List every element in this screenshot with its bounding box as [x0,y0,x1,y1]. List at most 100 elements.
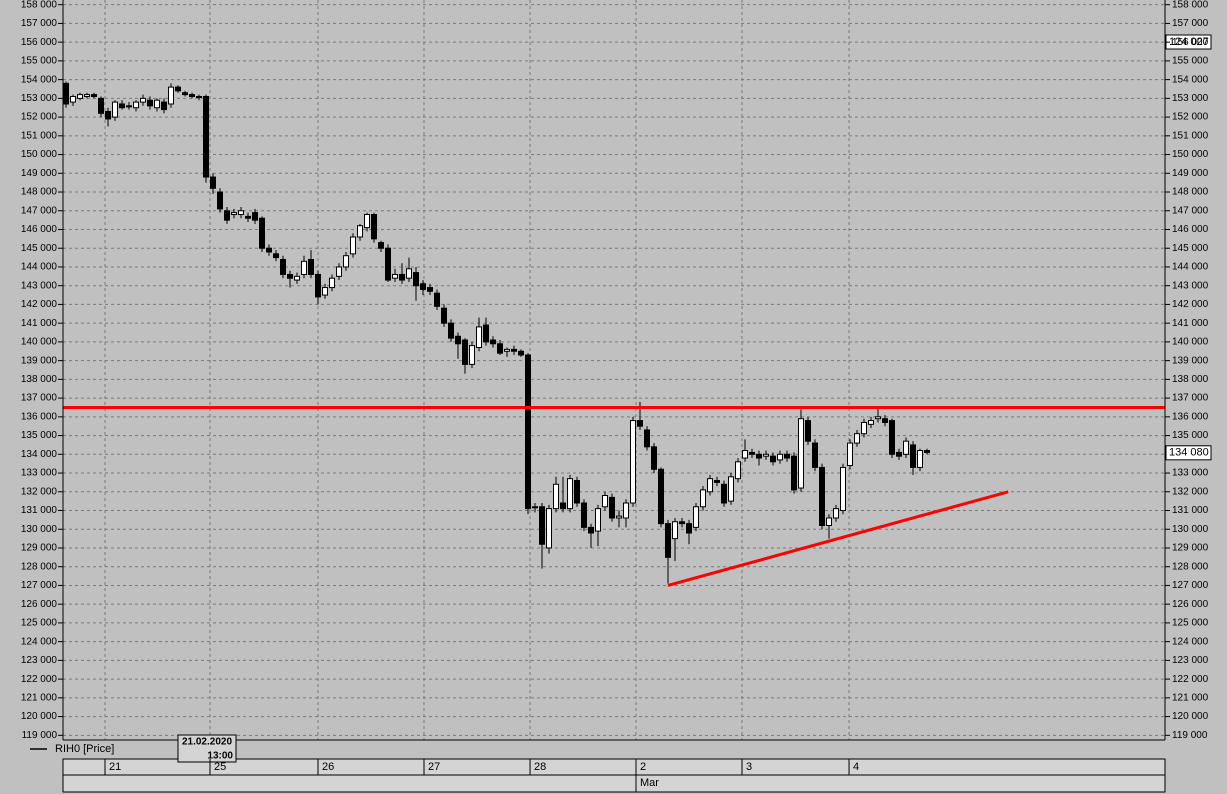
y-tick-label: 137 000 [21,393,58,404]
candle-body [840,466,847,512]
y-tick-label: 157 000 [21,18,58,29]
candle-body [336,266,343,277]
y-tick-label: 148 000 [21,187,58,198]
candle-body [441,307,448,324]
y-tick-label: 136 000 [21,411,58,422]
y-tick-label: 129 000 [21,543,58,554]
candle-body [462,339,469,365]
candle-body [217,191,224,210]
y2-tick-label: 128 000 [1172,561,1209,572]
candle-body [693,506,700,528]
candle-body [455,335,462,345]
candle-body [469,345,476,365]
candle-body [434,292,441,307]
y2-tick-label: 123 000 [1172,655,1209,666]
candle-body [343,255,350,268]
y-tick-label: 126 000 [21,599,58,610]
y-tick-label: 128 000 [21,561,58,572]
candle-body [553,483,560,510]
candle-body [182,92,189,96]
candle-body [518,350,525,356]
candle-body [420,283,427,290]
cursor-date: 21.02.2020 [182,737,232,748]
candle-body [350,236,357,255]
candle-body [147,99,154,107]
y2-tick-label: 148 000 [1172,187,1209,198]
candle-body [560,502,567,510]
candle-body [588,526,595,534]
x-tick-label: 3 [746,761,752,773]
y2-tick-label: 149 000 [1172,168,1209,179]
y2-tick-label: 132 000 [1172,486,1209,497]
y2-tick-label: 131 000 [1172,505,1209,516]
candle-body [644,429,651,448]
candle-body [602,495,609,508]
y-tick-label: 122 000 [21,674,58,685]
candle-body [294,275,301,281]
y2-tick-label: 127 000 [1172,580,1209,591]
candle-body [532,506,539,509]
month-label: Mar [640,777,659,789]
candle-body [714,480,721,483]
y2-tick-label: 139 000 [1172,355,1209,366]
candle-body [700,489,707,508]
axes: RIH0 [Price] 21.02.2020 13:00 124 027 15… [21,0,1212,793]
candle-body [749,451,756,455]
y-tick-label: 120 000 [21,711,58,722]
y-tick-label: 133 000 [21,468,58,479]
y-tick-label: 146 000 [21,224,58,235]
candle-body [770,455,777,463]
y-tick-label: 139 000 [21,355,58,366]
candle-body [252,212,259,221]
y-tick-label: 154 000 [21,74,58,85]
candle-body [189,94,196,97]
candle-body [231,212,238,216]
y2-tick-label: 156 000 [1172,37,1209,48]
y2-tick-label: 152 000 [1172,112,1209,123]
y-tick-label: 125 000 [21,618,58,629]
candle-body [672,521,679,540]
candle-body [616,515,623,519]
y2-tick-label: 143 000 [1172,280,1209,291]
candle-body [875,416,882,420]
candle-body [763,453,770,457]
candle-body [287,273,294,279]
y2-tick-label: 133 000 [1172,468,1209,479]
y-tick-label: 153 000 [21,93,58,104]
y-tick-label: 141 000 [21,318,58,329]
y-tick-label: 121 000 [21,692,58,703]
candle-body [154,99,161,109]
y2-tick-label: 153 000 [1172,93,1209,104]
x-tick-label: 28 [534,761,546,773]
last-price-box [1165,445,1212,461]
cursor-box [177,734,237,763]
y2-tick-label: 120 000 [1172,711,1209,722]
y-tick-label: 131 000 [21,505,58,516]
y2-tick-label: 129 000 [1172,543,1209,554]
candle-body [567,478,574,510]
y2-tick-label: 122 000 [1172,674,1209,685]
y2-tick-label: 140 000 [1172,337,1209,348]
x-tick-label: 21 [109,761,121,773]
candle-body [385,247,392,281]
y2-tick-label: 150 000 [1172,149,1209,160]
candle-body [168,86,175,105]
y2-tick-label: 130 000 [1172,524,1209,535]
candle-body [623,502,630,519]
candle-body [686,523,693,534]
candle-body [378,242,385,249]
y-tick-label: 124 000 [21,636,58,647]
candle-body [308,258,315,275]
y-tick-label: 132 000 [21,486,58,497]
y2-tick-label: 144 000 [1172,262,1209,273]
y2-tick-label: 138 000 [1172,374,1209,385]
candle-body [126,105,133,108]
candle-body [868,420,875,425]
candle-body [63,82,70,105]
y2-tick-label: 145 000 [1172,243,1209,254]
candle-body [784,453,791,459]
candle-body [91,94,98,97]
candle-body [105,110,112,120]
candle-body [175,86,182,92]
